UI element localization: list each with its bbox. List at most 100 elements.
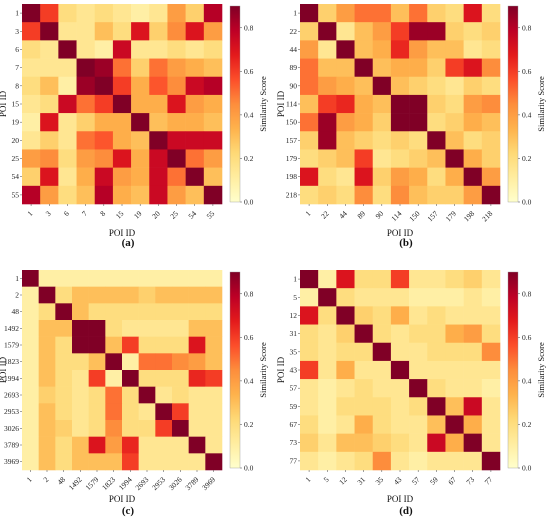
y-tick-label: 1 <box>15 9 19 18</box>
heatmap-cell <box>409 149 428 168</box>
heatmap-cell <box>390 167 410 187</box>
heatmap-cell <box>138 386 156 404</box>
heatmap-cell <box>336 94 355 114</box>
heatmap-cell <box>38 403 56 421</box>
colorbar-tick-label: 0.0 <box>244 198 254 207</box>
heatmap-cell <box>55 303 73 321</box>
heatmap-cell <box>88 403 106 421</box>
heatmap-cell <box>55 286 73 304</box>
heatmap-cell <box>463 270 483 289</box>
heatmap-cell <box>203 76 223 96</box>
heatmap-cell <box>185 113 205 132</box>
heatmap-cell <box>58 113 77 132</box>
heatmap-cell <box>94 149 114 168</box>
colorbar-label: Similarity Score <box>258 342 268 398</box>
heatmap-cell <box>185 22 205 41</box>
heatmap-cell <box>390 433 410 453</box>
heatmap-cell <box>58 40 77 59</box>
heatmap-cell <box>300 306 319 325</box>
heatmap-cell <box>185 40 205 59</box>
heatmap-cell <box>481 324 501 344</box>
heatmap-cell <box>76 185 96 205</box>
heatmap-cell <box>427 270 446 289</box>
colorbar <box>229 5 241 203</box>
heatmap-cell <box>38 353 56 371</box>
heatmap-cell <box>138 336 156 354</box>
heatmap-cell <box>112 40 132 59</box>
heatmap-cell <box>409 58 428 78</box>
heatmap-cell <box>336 433 355 453</box>
x-tick-label: 57 <box>410 475 422 487</box>
heatmap-cell <box>336 22 355 41</box>
x-axis-label: POI ID <box>387 494 414 504</box>
heatmap-cell <box>185 149 205 168</box>
heatmap-cell <box>300 22 319 41</box>
heatmap-cell <box>149 4 168 23</box>
heatmap-cell <box>354 131 374 150</box>
heatmap-cell <box>112 149 132 168</box>
heatmap-cell <box>300 451 319 471</box>
y-tick-label: 3026 <box>4 424 19 433</box>
heatmap-cell <box>105 336 123 354</box>
heatmap-cell <box>203 58 223 78</box>
heatmap-cell <box>188 403 206 421</box>
heatmap-cell <box>481 433 501 453</box>
heatmap-cell <box>122 270 139 287</box>
heatmap-cell <box>112 185 132 205</box>
heatmap-cell <box>300 167 319 187</box>
panel-label: (c) <box>122 505 135 517</box>
heatmap-cell <box>390 342 410 362</box>
heatmap-cell <box>58 76 77 96</box>
heatmap-cell <box>409 131 428 150</box>
heatmap-cell <box>318 306 337 325</box>
heatmap-cell <box>203 22 223 41</box>
heatmap-cell <box>372 94 392 114</box>
y-tick-label: 1579 <box>4 341 19 350</box>
y-tick-label: 1 <box>15 274 19 283</box>
heatmap-cell <box>131 149 150 168</box>
heatmap-cell <box>427 22 446 41</box>
heatmap-cell <box>300 342 319 362</box>
heatmap-cell <box>72 420 89 437</box>
x-tick-label: 54 <box>186 209 198 221</box>
heatmap-cell <box>445 397 464 416</box>
heatmap-cell <box>354 342 374 362</box>
x-tick-label: 25 <box>168 209 180 221</box>
heatmap-cell <box>481 58 501 78</box>
heatmap-cell <box>354 360 374 380</box>
heatmap-cell <box>354 149 374 168</box>
heatmap-cell <box>167 94 186 114</box>
heatmap-cell <box>22 370 39 387</box>
heatmap-cell <box>55 436 73 454</box>
heatmap-cell <box>445 324 464 344</box>
heatmap-cell <box>138 270 156 287</box>
heatmap-cell <box>409 415 428 434</box>
heatmap-cell <box>167 4 186 23</box>
heatmap-cell <box>463 342 483 362</box>
heatmap-cell <box>318 149 337 168</box>
heatmap-cell <box>131 94 150 114</box>
y-tick-label: 20 <box>12 136 20 145</box>
heatmap-cell <box>88 436 106 454</box>
heatmap-cell <box>409 113 428 132</box>
heatmap-cell <box>463 324 483 344</box>
heatmap-cell <box>427 415 446 434</box>
heatmap-cell <box>167 22 186 41</box>
heatmap-cell <box>300 360 319 380</box>
heatmap-cell <box>131 58 150 78</box>
heatmap-cell <box>112 167 132 187</box>
heatmap-cell <box>155 386 173 404</box>
heatmap-cell <box>390 451 410 471</box>
heatmap-cell <box>131 167 150 187</box>
heatmap-cell <box>300 76 319 96</box>
y-tick-label: 35 <box>290 347 298 356</box>
x-tick-label: 19 <box>132 209 144 221</box>
heatmap-cell <box>354 4 374 23</box>
heatmap-cell <box>300 270 319 289</box>
heatmap-cell <box>76 22 96 41</box>
y-axis-label: POI ID <box>276 90 286 117</box>
heatmap-cell <box>354 167 374 187</box>
heatmap-cell <box>72 370 89 387</box>
heatmap-cell <box>40 113 59 132</box>
